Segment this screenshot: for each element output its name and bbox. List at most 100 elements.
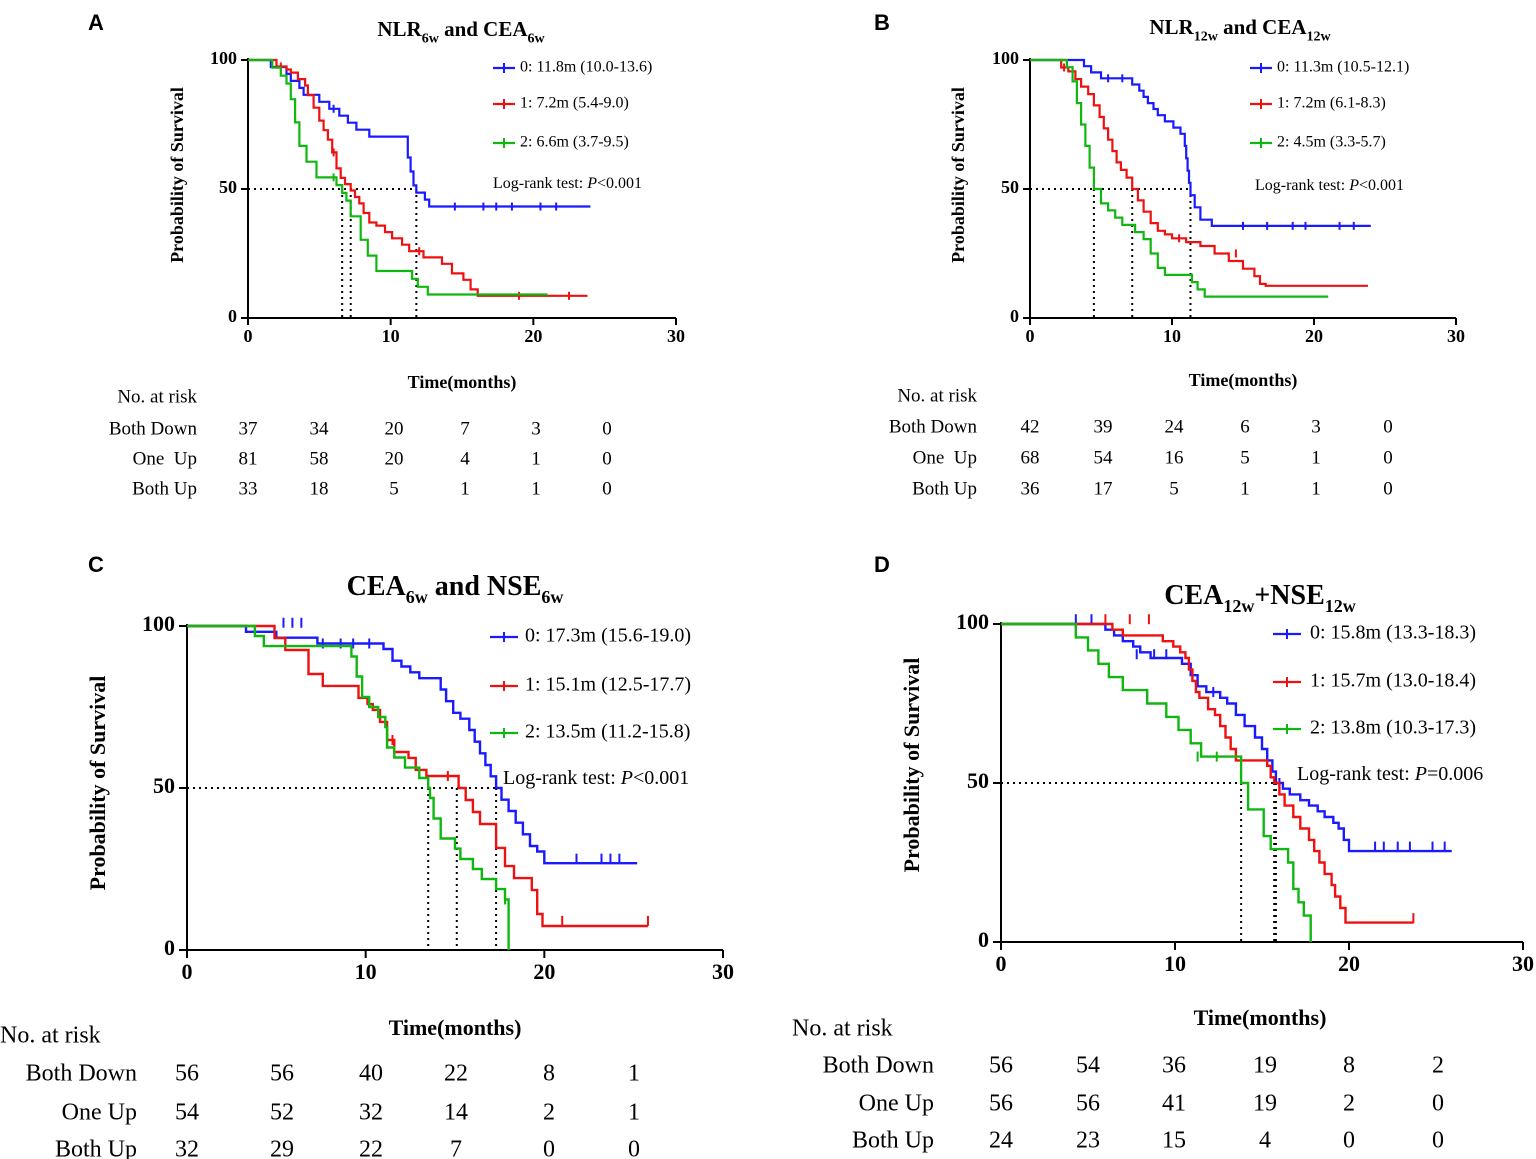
risk-row-label: Both Up xyxy=(852,1128,934,1154)
title-main: CEA xyxy=(347,571,407,602)
risk-count: 20 xyxy=(385,418,404,439)
risk-count: 20 xyxy=(385,448,404,469)
risk-count: 16 xyxy=(1165,447,1184,468)
title-subscript: 12w xyxy=(1223,596,1254,616)
risk-count: 1 xyxy=(531,448,541,469)
survival-curve-0 xyxy=(187,624,638,865)
risk-count: 17 xyxy=(1094,478,1113,499)
legend-label: 0: 15.8m (13.3-18.3) xyxy=(1310,622,1476,644)
y-tick-label: 50 xyxy=(967,768,989,793)
y-tick-label: 100 xyxy=(992,48,1019,68)
legend-label: 2: 13.8m (10.3-17.3) xyxy=(1310,717,1476,739)
legend-label: 0: 11.8m (10.0-13.6) xyxy=(520,59,652,76)
logrank-prefix: Log-rank test: xyxy=(503,767,621,789)
chart-title: NLR6w and CEA6w xyxy=(377,17,545,46)
risk-count: 8 xyxy=(1343,1053,1355,1079)
risk-count: 0 xyxy=(1383,416,1393,437)
survival-curve-1 xyxy=(187,624,648,928)
risk-count: 0 xyxy=(602,418,612,439)
chart-title: CEA12w+NSE12w xyxy=(1164,580,1356,616)
risk-count: 1 xyxy=(628,1100,640,1126)
survival-curve-1 xyxy=(1001,622,1414,924)
title-subscript: 12w xyxy=(1325,596,1356,616)
logrank-prefix: Log-rank test: xyxy=(493,175,587,192)
risk-count: 36 xyxy=(1021,478,1040,499)
risk-count: 5 xyxy=(1169,478,1179,499)
title-mid: and NSE xyxy=(428,571,542,602)
logrank-prefix: Log-rank test: xyxy=(1255,177,1349,194)
survival-curve-2 xyxy=(1030,58,1329,298)
risk-count: 56 xyxy=(270,1061,294,1087)
risk-count: 0 xyxy=(602,448,612,469)
risk-count: 42 xyxy=(1021,416,1040,437)
risk-count: 18 xyxy=(310,478,329,499)
risk-count: 5 xyxy=(389,478,399,499)
risk-count: 0 xyxy=(602,478,612,499)
panel-letter: C xyxy=(88,552,104,577)
risk-table-heading: No. at risk xyxy=(117,386,197,407)
risk-count: 15 xyxy=(1162,1128,1186,1154)
legend-label: 1: 7.2m (6.1-8.3) xyxy=(1277,95,1386,112)
survival-curve-1 xyxy=(1030,58,1368,287)
y-tick-label: 100 xyxy=(210,48,237,68)
risk-count: 29 xyxy=(270,1137,294,1159)
logrank-annotation: Log-rank test: P<0.001 xyxy=(503,767,689,789)
risk-count: 1 xyxy=(1240,478,1250,499)
risk-count: 41 xyxy=(1162,1091,1186,1117)
x-tick-label: 30 xyxy=(1512,951,1534,976)
title-subscript: 6w xyxy=(422,31,440,46)
y-axis-title: Probability of Survival xyxy=(899,658,924,873)
x-tick-label: 10 xyxy=(382,326,400,346)
risk-table: No. at risk Both Down 56 54 36 19 8 2 One Up 56 56… xyxy=(792,1016,1444,1154)
panel-letter: D xyxy=(874,552,890,577)
risk-count: 32 xyxy=(359,1100,383,1126)
logrank-value: =0.006 xyxy=(1427,763,1483,785)
x-tick-label: 20 xyxy=(524,326,542,346)
risk-count: 36 xyxy=(1162,1053,1186,1079)
chart-title: CEA6w and NSE6w xyxy=(347,571,564,607)
risk-row-label: Both Up xyxy=(912,478,977,499)
risk-count: 14 xyxy=(444,1100,468,1126)
y-tick-label: 50 xyxy=(219,177,237,197)
x-tick-label: 20 xyxy=(533,959,555,984)
legend-label: 1: 15.7m (13.0-18.4) xyxy=(1310,670,1476,692)
risk-count: 54 xyxy=(1094,447,1114,468)
survival-curve-2 xyxy=(187,624,510,950)
risk-count: 24 xyxy=(1165,416,1185,437)
legend-label: 1: 7.2m (5.4-9.0) xyxy=(520,95,629,112)
risk-row-label: Both Down xyxy=(889,416,978,437)
risk-count: 19 xyxy=(1253,1053,1277,1079)
risk-table: No. at risk Both Down 56 56 40 22 8 1 One Up 54 52… xyxy=(0,1023,640,1159)
y-tick-label: 0 xyxy=(228,306,237,326)
survival-curve-0 xyxy=(1001,622,1452,853)
risk-count: 56 xyxy=(989,1053,1013,1079)
risk-count: 1 xyxy=(1311,478,1321,499)
title-subscript: 6w xyxy=(541,587,563,607)
logrank-prefix: Log-rank test: xyxy=(1297,763,1415,785)
risk-count: 0 xyxy=(1432,1128,1444,1154)
title-subscript: 12w xyxy=(1307,29,1332,44)
title-subscript: 6w xyxy=(528,31,546,46)
risk-count: 81 xyxy=(239,448,258,469)
y-axis-title: Probability of Survival xyxy=(85,676,110,891)
y-tick-label: 100 xyxy=(142,611,175,636)
x-tick-label: 0 xyxy=(244,326,253,346)
x-tick-label: 0 xyxy=(182,959,193,984)
survival-curve-2 xyxy=(1001,622,1312,942)
x-tick-label: 0 xyxy=(996,951,1007,976)
y-axis-title: Probability of Survival xyxy=(167,87,187,263)
risk-count: 37 xyxy=(239,418,258,439)
risk-count: 2 xyxy=(1343,1091,1355,1117)
risk-count: 4 xyxy=(460,448,470,469)
legend-label: 2: 13.5m (11.2-15.8) xyxy=(525,721,690,743)
title-main: CEA xyxy=(1164,580,1224,611)
x-tick-label: 30 xyxy=(712,959,734,984)
risk-count: 54 xyxy=(1076,1053,1100,1079)
y-tick-label: 0 xyxy=(1010,306,1019,326)
risk-row-label: One Up xyxy=(913,447,977,468)
risk-count: 56 xyxy=(175,1061,199,1087)
title-subscript: 12w xyxy=(1194,29,1219,44)
logrank-value: <0.001 xyxy=(597,175,642,192)
